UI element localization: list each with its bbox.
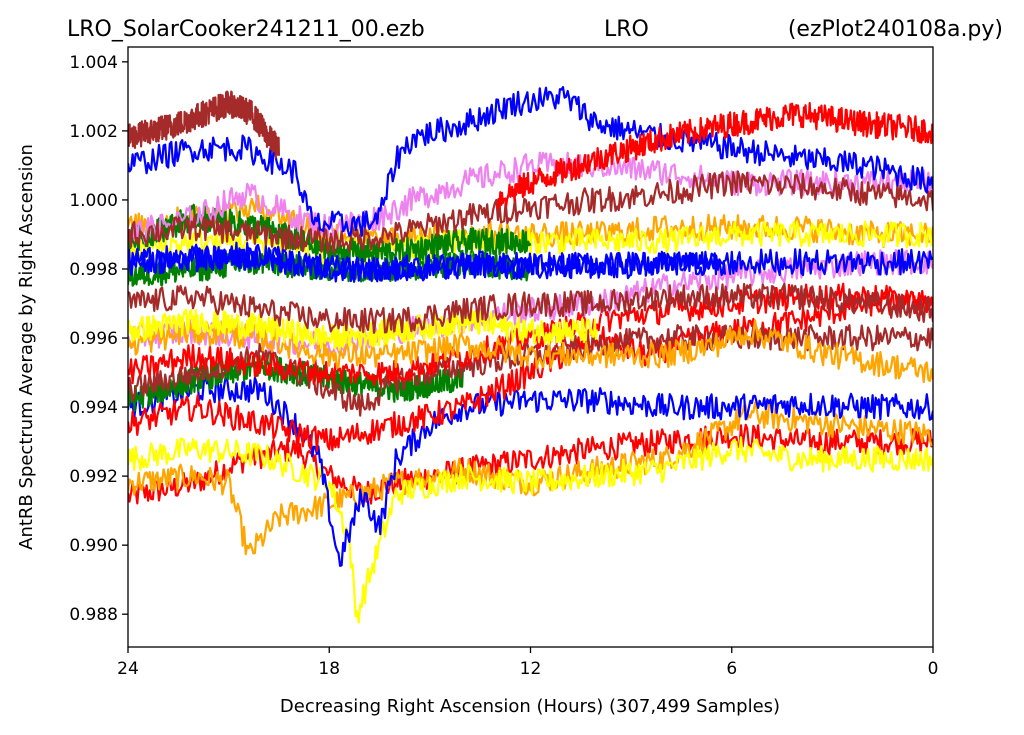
series-line-17: [128, 170, 933, 255]
x-tick-label: 12: [520, 659, 542, 679]
series-layer: [128, 85, 933, 624]
series-line-6: [128, 324, 933, 417]
x-axis-label: Decreasing Right Ascension (Hours) (307,…: [280, 696, 780, 717]
series-line-18: [128, 85, 933, 237]
y-tick-label: 1.004: [69, 53, 118, 73]
chart-title-left: LRO_SolarCooker241211_00.ezb: [67, 17, 425, 42]
y-tick-label: 0.996: [69, 329, 118, 349]
y-tick-label: 1.002: [69, 122, 118, 142]
series-line-19: [496, 101, 933, 210]
series-line-11: [128, 282, 933, 334]
series-line-3: [128, 376, 933, 568]
y-axis-label: AntRB Spectrum Average by Right Ascensio…: [16, 144, 37, 550]
chart-title-center: LRO: [604, 17, 649, 42]
series-line-2: [128, 436, 933, 624]
y-tick-label: 0.992: [69, 467, 118, 487]
series-line-1: [128, 401, 933, 556]
y-tick-label: 0.998: [69, 260, 118, 280]
y-tick-label: 1.000: [69, 191, 118, 211]
series-line-4: [128, 290, 933, 453]
x-tick-label: 0: [928, 659, 939, 679]
y-tick-label: 0.988: [69, 605, 118, 625]
chart-title-right: (ezPlot240108a.py): [788, 17, 1003, 42]
series-line-9: [128, 317, 933, 384]
y-tick-label: 0.990: [69, 536, 118, 556]
x-tick-label: 24: [117, 659, 139, 679]
series-line-20: [128, 90, 280, 159]
y-tick-label: 0.994: [69, 398, 118, 418]
ticks-layer: 24 18 12 6 0 0.988 0.990 0.992 0.994 0.996 0.998 1.…: [69, 53, 938, 679]
series-line-22: [128, 241, 933, 283]
series-line-10: [128, 307, 599, 351]
x-tick-label: 18: [318, 659, 340, 679]
x-tick-label: 6: [726, 659, 737, 679]
